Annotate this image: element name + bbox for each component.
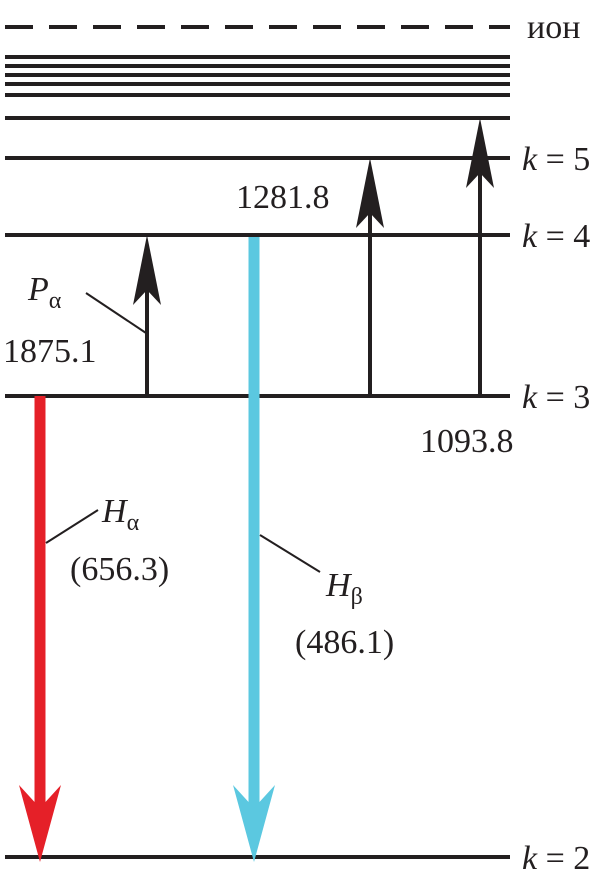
wavelength-label: 1281.8 [236, 179, 330, 216]
paschen-arrow [466, 118, 494, 396]
paschen-arrow [133, 235, 161, 396]
ion-label: ион [527, 9, 580, 46]
level-label: k = 5 [522, 141, 590, 178]
wavelength-label: 1875.1 [3, 333, 97, 370]
wavelength-label: (486.1) [295, 624, 394, 661]
transition-name: Pα [27, 271, 62, 314]
level-label: k = 4 [522, 218, 590, 255]
h-alpha-arrow [19, 396, 61, 862]
level-label: k = 3 [522, 379, 590, 416]
paschen-arrow [356, 158, 384, 396]
wavelength-label: 1093.8 [420, 423, 514, 460]
wavelength-label: (656.3) [70, 551, 169, 588]
level-label: k = 2 [522, 840, 590, 877]
transition-name: Hβ [325, 567, 363, 610]
leader-line [259, 534, 321, 573]
leader-line [45, 509, 99, 544]
high-levels [5, 55, 510, 120]
h-beta-arrow [233, 237, 275, 862]
leader-line [85, 292, 147, 334]
transition-name: Hα [101, 493, 140, 536]
